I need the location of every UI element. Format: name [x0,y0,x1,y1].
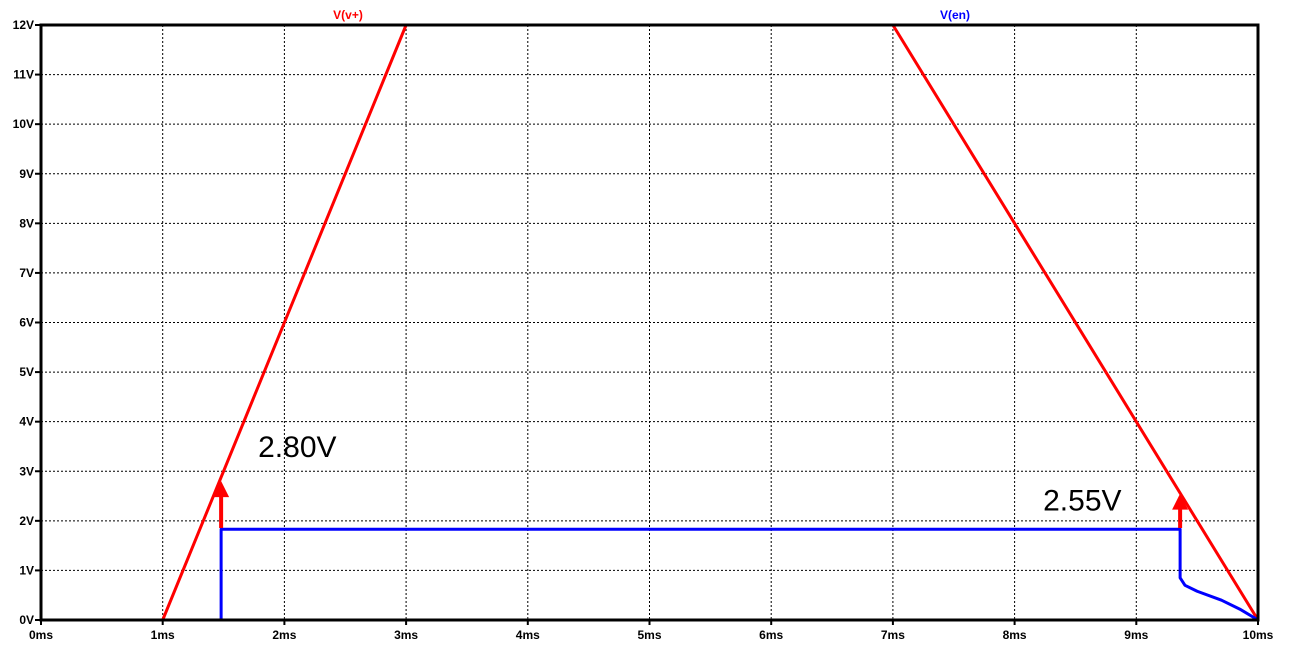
y-tick-label: 2V [19,514,34,528]
y-tick-label: 3V [19,464,34,478]
annotation-label: 2.55V [1043,485,1121,518]
x-tick-label: 2ms [272,628,296,642]
y-tick-label: 10V [13,117,34,131]
grid [41,25,1258,620]
y-tick-label: 4V [19,415,34,429]
x-tick-label: 4ms [516,628,540,642]
y-tick-label: 0V [19,613,34,627]
y-tick-label: 9V [19,167,34,181]
y-tick-label: 7V [19,266,34,280]
x-tick-label: 3ms [394,628,418,642]
x-tick-label: 9ms [1124,628,1148,642]
annotations: 2.80V 2.55V [213,431,1189,528]
legend-entry-1: V(en) [940,8,970,22]
y-tick-label: 11V [13,68,34,82]
x-tick-label: 1ms [151,628,175,642]
y-tick-label: 5V [19,365,34,379]
y-tick-label: 1V [19,563,34,577]
x-tick-label: 10ms [1243,628,1274,642]
axes: 0ms 1ms 2ms 3ms 4ms 5ms 6ms 7ms 8ms 9ms 10ms 0V 1V 2V… [13,18,1274,642]
x-tick-label: 8ms [1003,628,1027,642]
legend-entry-0: V(v+) [333,8,363,22]
x-tick-label: 5ms [637,628,661,642]
series-line-1 [41,527,1259,622]
x-tick-label: 0ms [29,628,53,642]
annotation-arrow-head [213,481,230,498]
y-tick-label: 6V [19,316,34,330]
y-tick-label: 12V [13,18,34,32]
x-tick-label: 6ms [759,628,783,642]
annotation-arrow-head [1172,493,1189,510]
y-tick-label: 8V [19,216,34,230]
legend: V(v+) V(en) [333,8,970,22]
x-tick-label: 7ms [881,628,905,642]
annotation-label: 2.80V [258,431,336,464]
